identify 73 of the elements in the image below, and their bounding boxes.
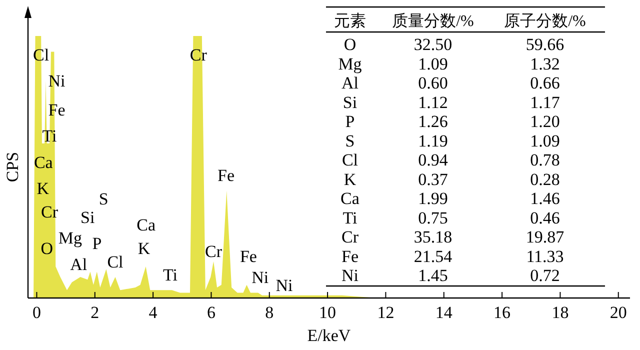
annotation: Ni <box>252 268 269 288</box>
category-label: Ca <box>340 189 360 208</box>
text: 质量分数/% <box>392 12 474 30</box>
x-tick-label: 8 <box>265 303 274 322</box>
text: 原子分数/% <box>504 13 586 30</box>
annotation: Cr <box>205 242 222 261</box>
data-label: 0.28 <box>530 170 560 189</box>
data-label: 11.33 <box>526 246 564 266</box>
data-label: 32.50 <box>414 35 452 54</box>
y-axis-title: CPS <box>3 152 22 182</box>
category-label: P <box>345 112 355 131</box>
annotation: P <box>92 234 102 253</box>
category-label: O <box>344 35 356 54</box>
data-label: 21.54 <box>414 246 453 266</box>
data-label: 0.72 <box>530 266 560 285</box>
data-label: 0.46 <box>530 208 560 228</box>
annotation: S <box>98 189 108 208</box>
category-label: Cl <box>342 150 358 170</box>
data-label: 1.20 <box>530 112 560 131</box>
data-label: 0.60 <box>418 74 448 92</box>
x-tick-label: 20 <box>610 303 627 322</box>
x-axis-title: E/keV <box>307 326 352 345</box>
data-label: 19.87 <box>526 228 565 246</box>
category-label: Si <box>342 92 358 112</box>
data-label: 1.26 <box>418 112 448 131</box>
data-label: 1.19 <box>418 131 448 150</box>
x-tick-label: 0 <box>32 303 41 322</box>
category-label: Ti <box>342 208 358 228</box>
data-label: 0.75 <box>418 208 448 228</box>
category-label: Cr <box>342 228 359 246</box>
data-label: 0.78 <box>530 150 560 170</box>
x-tick-label: 2 <box>90 303 100 322</box>
annotation: Ni <box>276 276 293 295</box>
annotation: K <box>36 178 50 198</box>
data-label: 0.37 <box>418 170 448 189</box>
annotation: Al <box>70 254 88 274</box>
x-tick-label: 10 <box>319 303 336 322</box>
data-label: 1.09 <box>530 131 560 150</box>
category-label: K <box>344 170 357 189</box>
annotation: Ca <box>136 216 156 235</box>
text: 元素 <box>334 12 366 30</box>
category-label: Mg <box>338 54 362 74</box>
annotation: Ca <box>34 152 54 172</box>
x-tick-label: 16 <box>494 303 511 322</box>
category-label: Ni <box>342 266 359 285</box>
x-tick-label: 14 <box>435 303 453 322</box>
x-tick-label: 6 <box>206 303 216 322</box>
data-label: 1.17 <box>530 92 560 112</box>
data-label: 1.45 <box>418 266 448 285</box>
data-label: 1.32 <box>530 54 560 74</box>
data-label: 1.46 <box>530 189 560 208</box>
x-tick-label: 18 <box>552 303 569 322</box>
annotation: K <box>138 239 151 258</box>
annotation: Si <box>80 208 95 227</box>
category-label: S <box>345 131 355 150</box>
data-label: 0.66 <box>530 74 560 92</box>
data-label: 1.09 <box>418 54 448 74</box>
category-label: Al <box>342 74 359 92</box>
data-label: 0.94 <box>418 150 448 170</box>
x-tick-label: 12 <box>377 303 394 322</box>
annotation: Ti <box>162 265 178 284</box>
annotation: Fe <box>218 166 235 185</box>
annotation: Cl <box>107 252 124 272</box>
x-tick-label: 4 <box>148 303 158 322</box>
data-label: 1.12 <box>418 92 448 112</box>
data-label: 35.18 <box>414 228 452 246</box>
data-label: 59.66 <box>526 35 564 54</box>
annotation: O <box>40 239 54 258</box>
category-label: Fe <box>342 246 358 266</box>
annotation: Ti <box>42 126 58 146</box>
annotation: Mg <box>58 228 82 248</box>
annotation: Fe <box>240 247 257 266</box>
data-label: 1.99 <box>418 189 448 208</box>
